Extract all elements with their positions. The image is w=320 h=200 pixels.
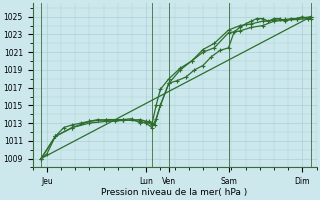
X-axis label: Pression niveau de la mer( hPa ): Pression niveau de la mer( hPa )	[101, 188, 248, 197]
